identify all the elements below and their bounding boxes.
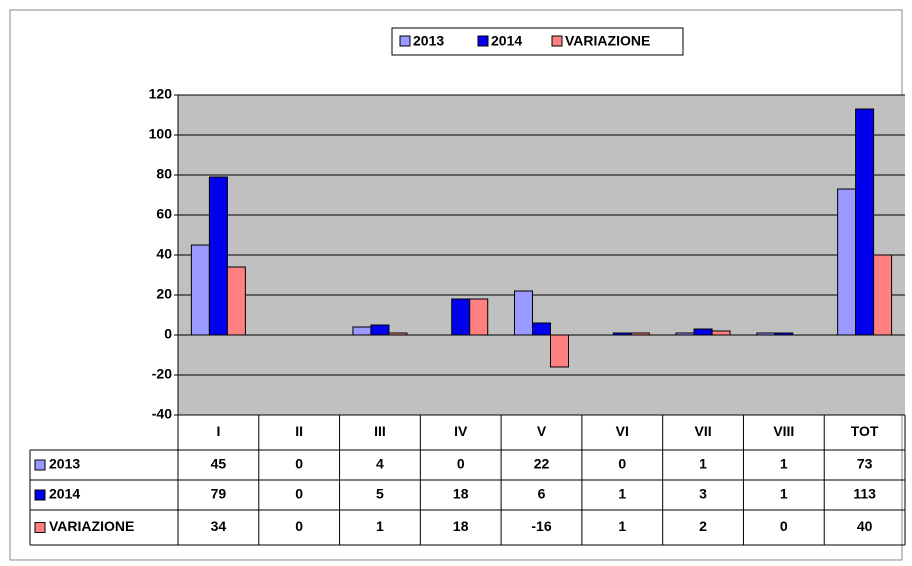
y-tick-label: 0 <box>164 326 172 342</box>
y-tick-label: 20 <box>156 286 172 302</box>
bar <box>675 332 695 336</box>
bar <box>208 176 228 336</box>
legend-label: 2013 <box>413 33 444 49</box>
table-value: 1 <box>780 486 788 502</box>
table-value: 0 <box>618 456 626 472</box>
table-value: 3 <box>699 486 707 502</box>
y-tick-label: -20 <box>152 366 172 382</box>
table-value: -16 <box>531 518 551 534</box>
table-value: 1 <box>780 456 788 472</box>
table-value: 1 <box>618 486 626 502</box>
x-tick-label: VI <box>616 423 629 439</box>
bar <box>532 322 551 336</box>
y-tick-label: 100 <box>149 126 173 142</box>
bar <box>612 332 632 336</box>
x-tick-label: V <box>537 423 547 439</box>
bar <box>388 332 408 336</box>
table-legend-key <box>34 459 46 471</box>
legend-key <box>399 35 411 47</box>
bar <box>352 326 372 336</box>
bar <box>451 298 471 336</box>
bar <box>514 290 533 336</box>
table-value: 0 <box>295 518 303 534</box>
table-value: 1 <box>618 518 626 534</box>
bar <box>711 330 731 336</box>
x-tick-label: TOT <box>851 423 879 439</box>
legend-label: VARIAZIONE <box>565 33 650 49</box>
x-tick-label: I <box>216 423 220 439</box>
table-value: 34 <box>211 518 227 534</box>
table-series-name: VARIAZIONE <box>49 518 134 534</box>
table-value: 2 <box>699 518 707 534</box>
y-tick-label: 120 <box>149 86 173 102</box>
table-value: 18 <box>453 486 469 502</box>
table-series-name: 2014 <box>49 486 80 502</box>
table-legend-key <box>34 489 46 501</box>
table-value: 0 <box>295 456 303 472</box>
bar <box>837 188 857 336</box>
y-tick-label: -40 <box>152 406 172 422</box>
bar <box>630 332 650 336</box>
x-tick-label: III <box>374 423 386 439</box>
x-tick-label: IV <box>454 423 468 439</box>
legend-key <box>551 35 563 47</box>
table-value: 0 <box>457 456 465 472</box>
table-value: 6 <box>538 486 546 502</box>
x-tick-label: II <box>295 423 303 439</box>
legend-key <box>477 35 489 47</box>
bar <box>855 108 875 336</box>
table-value: 45 <box>211 456 227 472</box>
table-value: 1 <box>376 518 384 534</box>
y-tick-label: 40 <box>156 246 172 262</box>
table-value: 73 <box>857 456 873 472</box>
legend-box <box>391 27 684 56</box>
legend-label: 2014 <box>491 33 522 49</box>
table-value: 0 <box>780 518 788 534</box>
table-value: 79 <box>211 486 227 502</box>
table-value: 18 <box>453 518 469 534</box>
y-tick-label: 80 <box>156 166 172 182</box>
bar <box>469 298 489 336</box>
bar <box>873 254 893 336</box>
bar <box>226 266 246 336</box>
table-legend-key <box>34 522 46 533</box>
table-value: 40 <box>857 518 873 534</box>
table-value: 22 <box>534 456 550 472</box>
table-value: 5 <box>376 486 384 502</box>
table-value: 1 <box>699 456 707 472</box>
bar <box>550 334 569 368</box>
table-series-name: 2013 <box>49 456 80 472</box>
table-value: 0 <box>295 486 303 502</box>
bar <box>190 244 210 336</box>
table-value: 113 <box>853 486 876 502</box>
x-tick-label: VII <box>694 423 711 439</box>
bar <box>693 328 713 336</box>
bar <box>370 324 390 336</box>
x-tick-label: VIII <box>773 423 794 439</box>
table-value: 4 <box>376 456 384 472</box>
bar <box>774 332 794 336</box>
y-tick-label: 60 <box>156 206 172 222</box>
bar <box>756 332 776 336</box>
